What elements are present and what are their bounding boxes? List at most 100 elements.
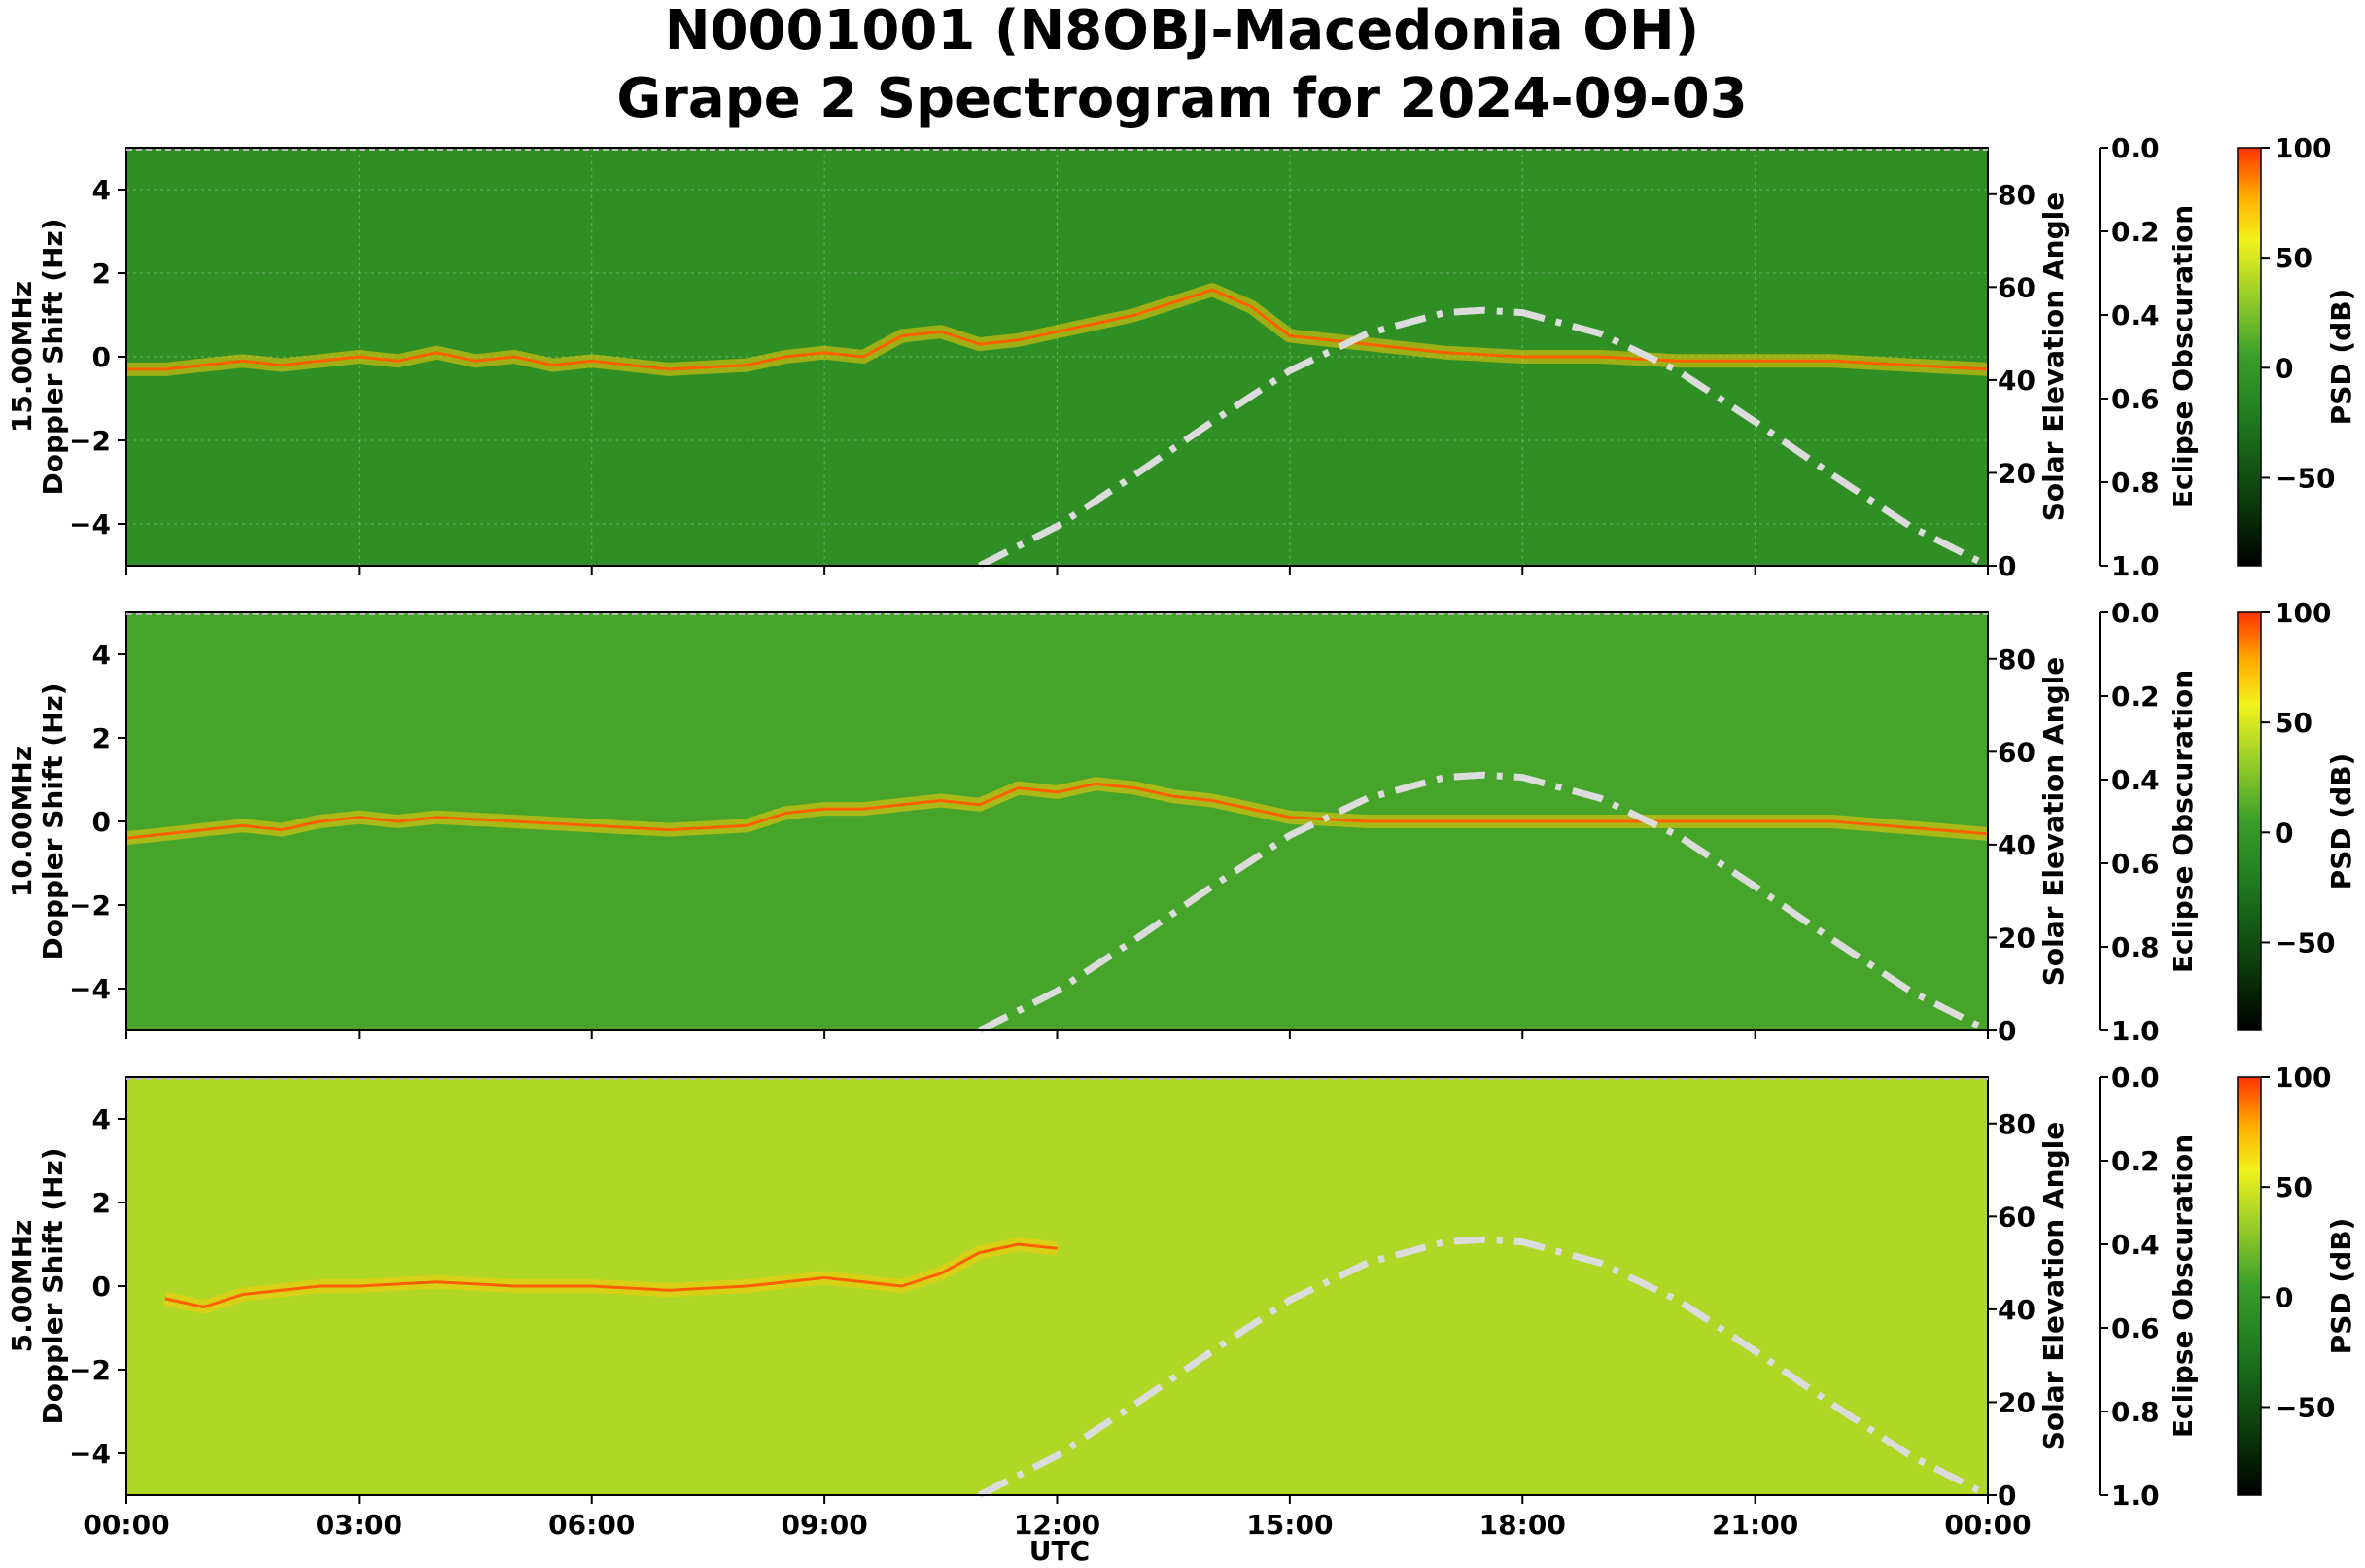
colorbar-tick-label: 100 — [2275, 597, 2331, 629]
solar-elevation-curve — [978, 771, 1990, 1034]
y-tick-label: 4 — [92, 1103, 111, 1135]
solar-tick-label: 40 — [1998, 365, 2035, 397]
colorbar-tick-label: 100 — [2275, 1062, 2331, 1094]
solar-tick-label: 80 — [1998, 179, 2035, 211]
colorbar-tick-label: 0 — [2275, 1281, 2293, 1313]
solar-tick-label: 80 — [1998, 644, 2035, 676]
eclipse-tick-label: 0.4 — [2111, 764, 2160, 796]
eclipse-tick-label: 1.0 — [2111, 1015, 2160, 1047]
colorbar — [2237, 611, 2262, 1031]
y-tick-label: −2 — [69, 425, 111, 457]
panel-15.00mhz: −4 −2 0 2 4 15.00MHz Doppler Shift (Hz) 0 20 40 60… — [6, 132, 2357, 582]
solar-elevation-axis-label: Solar Elevation Angle — [2037, 1122, 2069, 1450]
eclipse-obscuration-axis-label: Eclipse Obscuration — [2167, 205, 2199, 508]
x-tick-label: 09:00 — [782, 1509, 868, 1541]
colorbar-tick-label: −50 — [2275, 926, 2335, 958]
y-tick-label: −2 — [69, 889, 111, 922]
x-tick-label: 00:00 — [1944, 1509, 2031, 1541]
solar-tick-label: 60 — [1998, 1201, 2035, 1233]
colorbar-tick-label: 50 — [2275, 242, 2313, 274]
x-tick-label: 00:00 — [83, 1509, 169, 1541]
y-tick-label: −4 — [69, 1438, 111, 1470]
chart-title-line1: N0001001 (N8OBJ-Macedonia OH) — [665, 0, 1700, 62]
solar-tick-label: 20 — [1998, 1386, 2035, 1418]
colorbar-tick-label: 100 — [2275, 132, 2331, 164]
eclipse-tick-label: 0.8 — [2111, 1396, 2160, 1428]
y-tick-label: 2 — [92, 722, 111, 754]
colorbar-tick-label: 0 — [2275, 817, 2293, 849]
x-tick-label: 06:00 — [548, 1509, 635, 1541]
x-tick-label: 18:00 — [1479, 1509, 1566, 1541]
solar-elevation-axis-label: Solar Elevation Angle — [2037, 657, 2069, 986]
doppler-trace — [164, 1242, 1058, 1308]
solar-tick-label: 60 — [1998, 736, 2035, 768]
y-axis-label-frequency: 10.00MHz — [6, 746, 38, 897]
eclipse-tick-label: 0.6 — [2111, 848, 2160, 880]
colorbar-tick-label: −50 — [2275, 1391, 2335, 1423]
solar-tick-label: 40 — [1998, 829, 2035, 861]
doppler-trace — [125, 782, 1989, 840]
y-tick-label: −4 — [69, 508, 111, 540]
solar-tick-label: 0 — [1998, 550, 2016, 582]
eclipse-tick-label: 0.2 — [2111, 216, 2160, 248]
x-tick-label: 21:00 — [1712, 1509, 1798, 1541]
colorbar-tick-label: 0 — [2275, 352, 2293, 384]
eclipse-tick-label: 0.6 — [2111, 383, 2160, 415]
colorbar-tick-label: −50 — [2275, 462, 2335, 494]
y-axis-label-frequency: 5.00MHz — [6, 1220, 38, 1353]
y-tick-label: −2 — [69, 1354, 111, 1386]
panel-10.00mhz: −4 −2 0 2 4 10.00MHz Doppler Shift (Hz) 0 20 40 60… — [6, 597, 2357, 1047]
panel-5.00mhz: −4 −2 0 2 4 00:00 03:00 06:00 09:00 12:00 15:00 18:… — [6, 1062, 2357, 1541]
y-axis-label-doppler: Doppler Shift (Hz) — [37, 682, 69, 959]
solar-tick-label: 0 — [1998, 1480, 2016, 1512]
solar-tick-label: 20 — [1998, 457, 2035, 489]
eclipse-tick-label: 0.6 — [2111, 1312, 2160, 1344]
y-tick-label: 4 — [92, 639, 111, 671]
solar-tick-label: 0 — [1998, 1015, 2016, 1047]
y-tick-label: 4 — [92, 174, 111, 206]
solar-tick-label: 40 — [1998, 1294, 2035, 1326]
colorbar-label: PSD (dB) — [2325, 753, 2357, 890]
solar-elevation-curve — [978, 306, 1990, 570]
y-axis-label-doppler: Doppler Shift (Hz) — [37, 1147, 69, 1424]
x-tick-label: 12:00 — [1014, 1509, 1100, 1541]
eclipse-tick-label: 0.8 — [2111, 467, 2160, 499]
eclipse-obscuration-axis-label: Eclipse Obscuration — [2167, 1134, 2199, 1438]
y-tick-label: 2 — [92, 1187, 111, 1219]
eclipse-tick-label: 0.2 — [2111, 680, 2160, 713]
colorbar — [2237, 1076, 2262, 1496]
eclipse-tick-label: 0.2 — [2111, 1145, 2160, 1177]
x-tick-label: 15:00 — [1246, 1509, 1333, 1541]
eclipse-tick-label: 0.0 — [2111, 132, 2160, 164]
x-axis-label: UTC — [1029, 1535, 1090, 1567]
eclipse-tick-label: 0.8 — [2111, 931, 2160, 963]
solar-tick-label: 80 — [1998, 1108, 2035, 1140]
x-tick-label: 03:00 — [316, 1509, 402, 1541]
solar-elevation-axis-label: Solar Elevation Angle — [2037, 192, 2069, 521]
doppler-trace — [126, 288, 1989, 371]
solar-tick-label: 60 — [1998, 271, 2035, 303]
y-axis-label-doppler: Doppler Shift (Hz) — [37, 218, 69, 495]
y-tick-label: 0 — [92, 1271, 111, 1303]
eclipse-tick-label: 1.0 — [2111, 550, 2160, 582]
y-axis-label-frequency: 15.00MHz — [6, 281, 38, 433]
colorbar-label: PSD (dB) — [2325, 1218, 2357, 1355]
y-tick-label: 0 — [92, 341, 111, 373]
y-tick-label: 2 — [92, 258, 111, 290]
eclipse-tick-label: 0.4 — [2111, 1229, 2160, 1261]
solar-tick-label: 20 — [1998, 922, 2035, 954]
colorbar-label: PSD (dB) — [2325, 289, 2357, 426]
colorbar-tick-label: 50 — [2275, 1171, 2313, 1203]
eclipse-tick-label: 1.0 — [2111, 1480, 2160, 1512]
eclipse-obscuration-axis-label: Eclipse Obscuration — [2167, 670, 2199, 973]
colorbar — [2237, 147, 2262, 567]
eclipse-tick-label: 0.0 — [2111, 1062, 2160, 1094]
solar-elevation-curve — [978, 1236, 1990, 1499]
colorbar-tick-label: 50 — [2275, 707, 2313, 739]
chart-title-line2: Grape 2 Spectrogram for 2024-09-03 — [616, 67, 1747, 130]
eclipse-tick-label: 0.4 — [2111, 299, 2160, 331]
eclipse-tick-label: 0.0 — [2111, 597, 2160, 629]
y-tick-label: 0 — [92, 806, 111, 838]
